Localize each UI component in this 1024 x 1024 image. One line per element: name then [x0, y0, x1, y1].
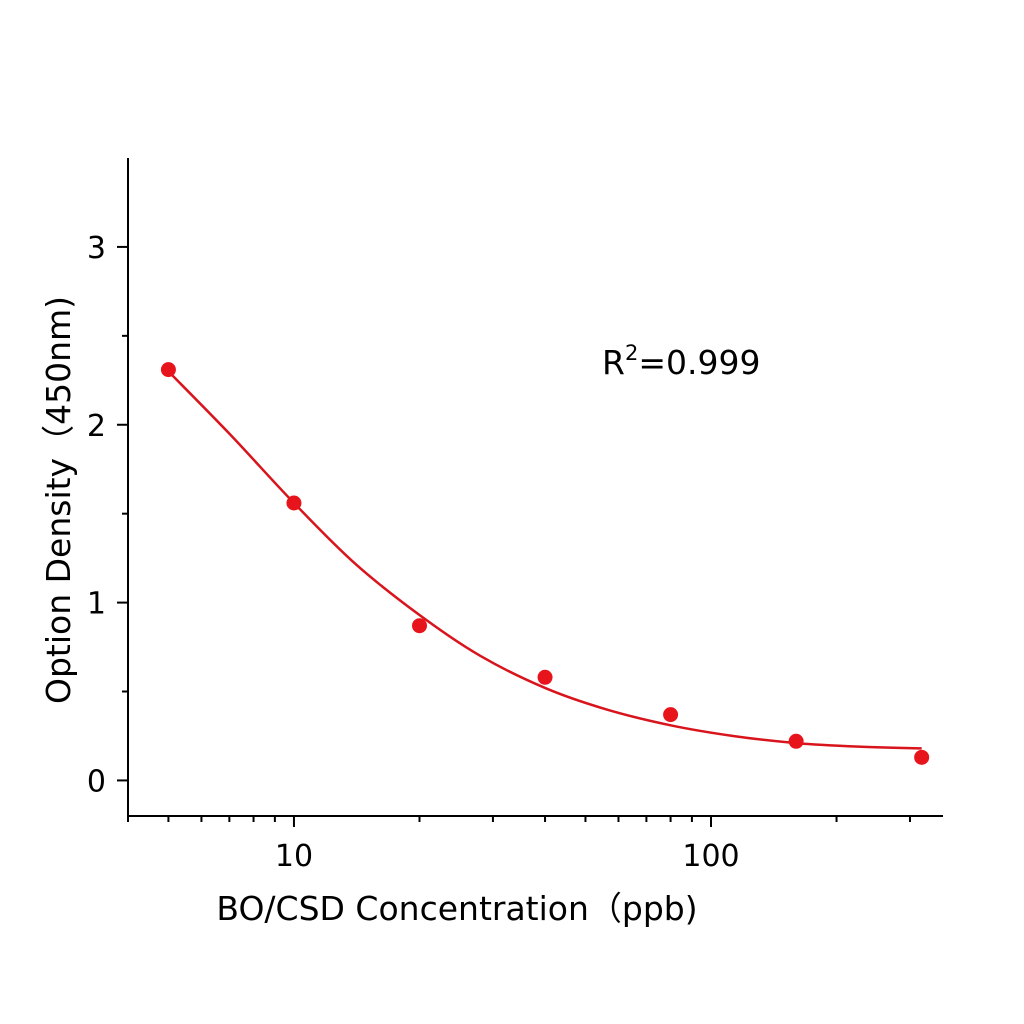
y-tick-label: 2: [87, 409, 106, 444]
data-point: [537, 669, 553, 685]
data-points: [160, 362, 930, 765]
data-point: [788, 733, 804, 749]
y-axis-label: Option Density（450nm): [39, 296, 78, 704]
y-tick-label: 0: [87, 764, 106, 799]
x-tick-label: 10: [275, 839, 313, 874]
y-tick-label: 1: [87, 587, 106, 622]
y-tick-label: 3: [87, 231, 106, 266]
fit-curve: [167, 370, 922, 750]
r-squared-annotation: R2=0.999: [602, 341, 760, 382]
data-point: [914, 749, 930, 765]
axes: 0 1 2 3 10 100: [87, 158, 943, 874]
data-point: [663, 707, 679, 723]
x-tick-label: 100: [682, 839, 739, 874]
data-point: [286, 495, 302, 511]
data-point: [160, 362, 176, 378]
x-axis-label: BO/CSD Concentration（ppb): [216, 889, 697, 928]
data-point: [411, 618, 427, 634]
